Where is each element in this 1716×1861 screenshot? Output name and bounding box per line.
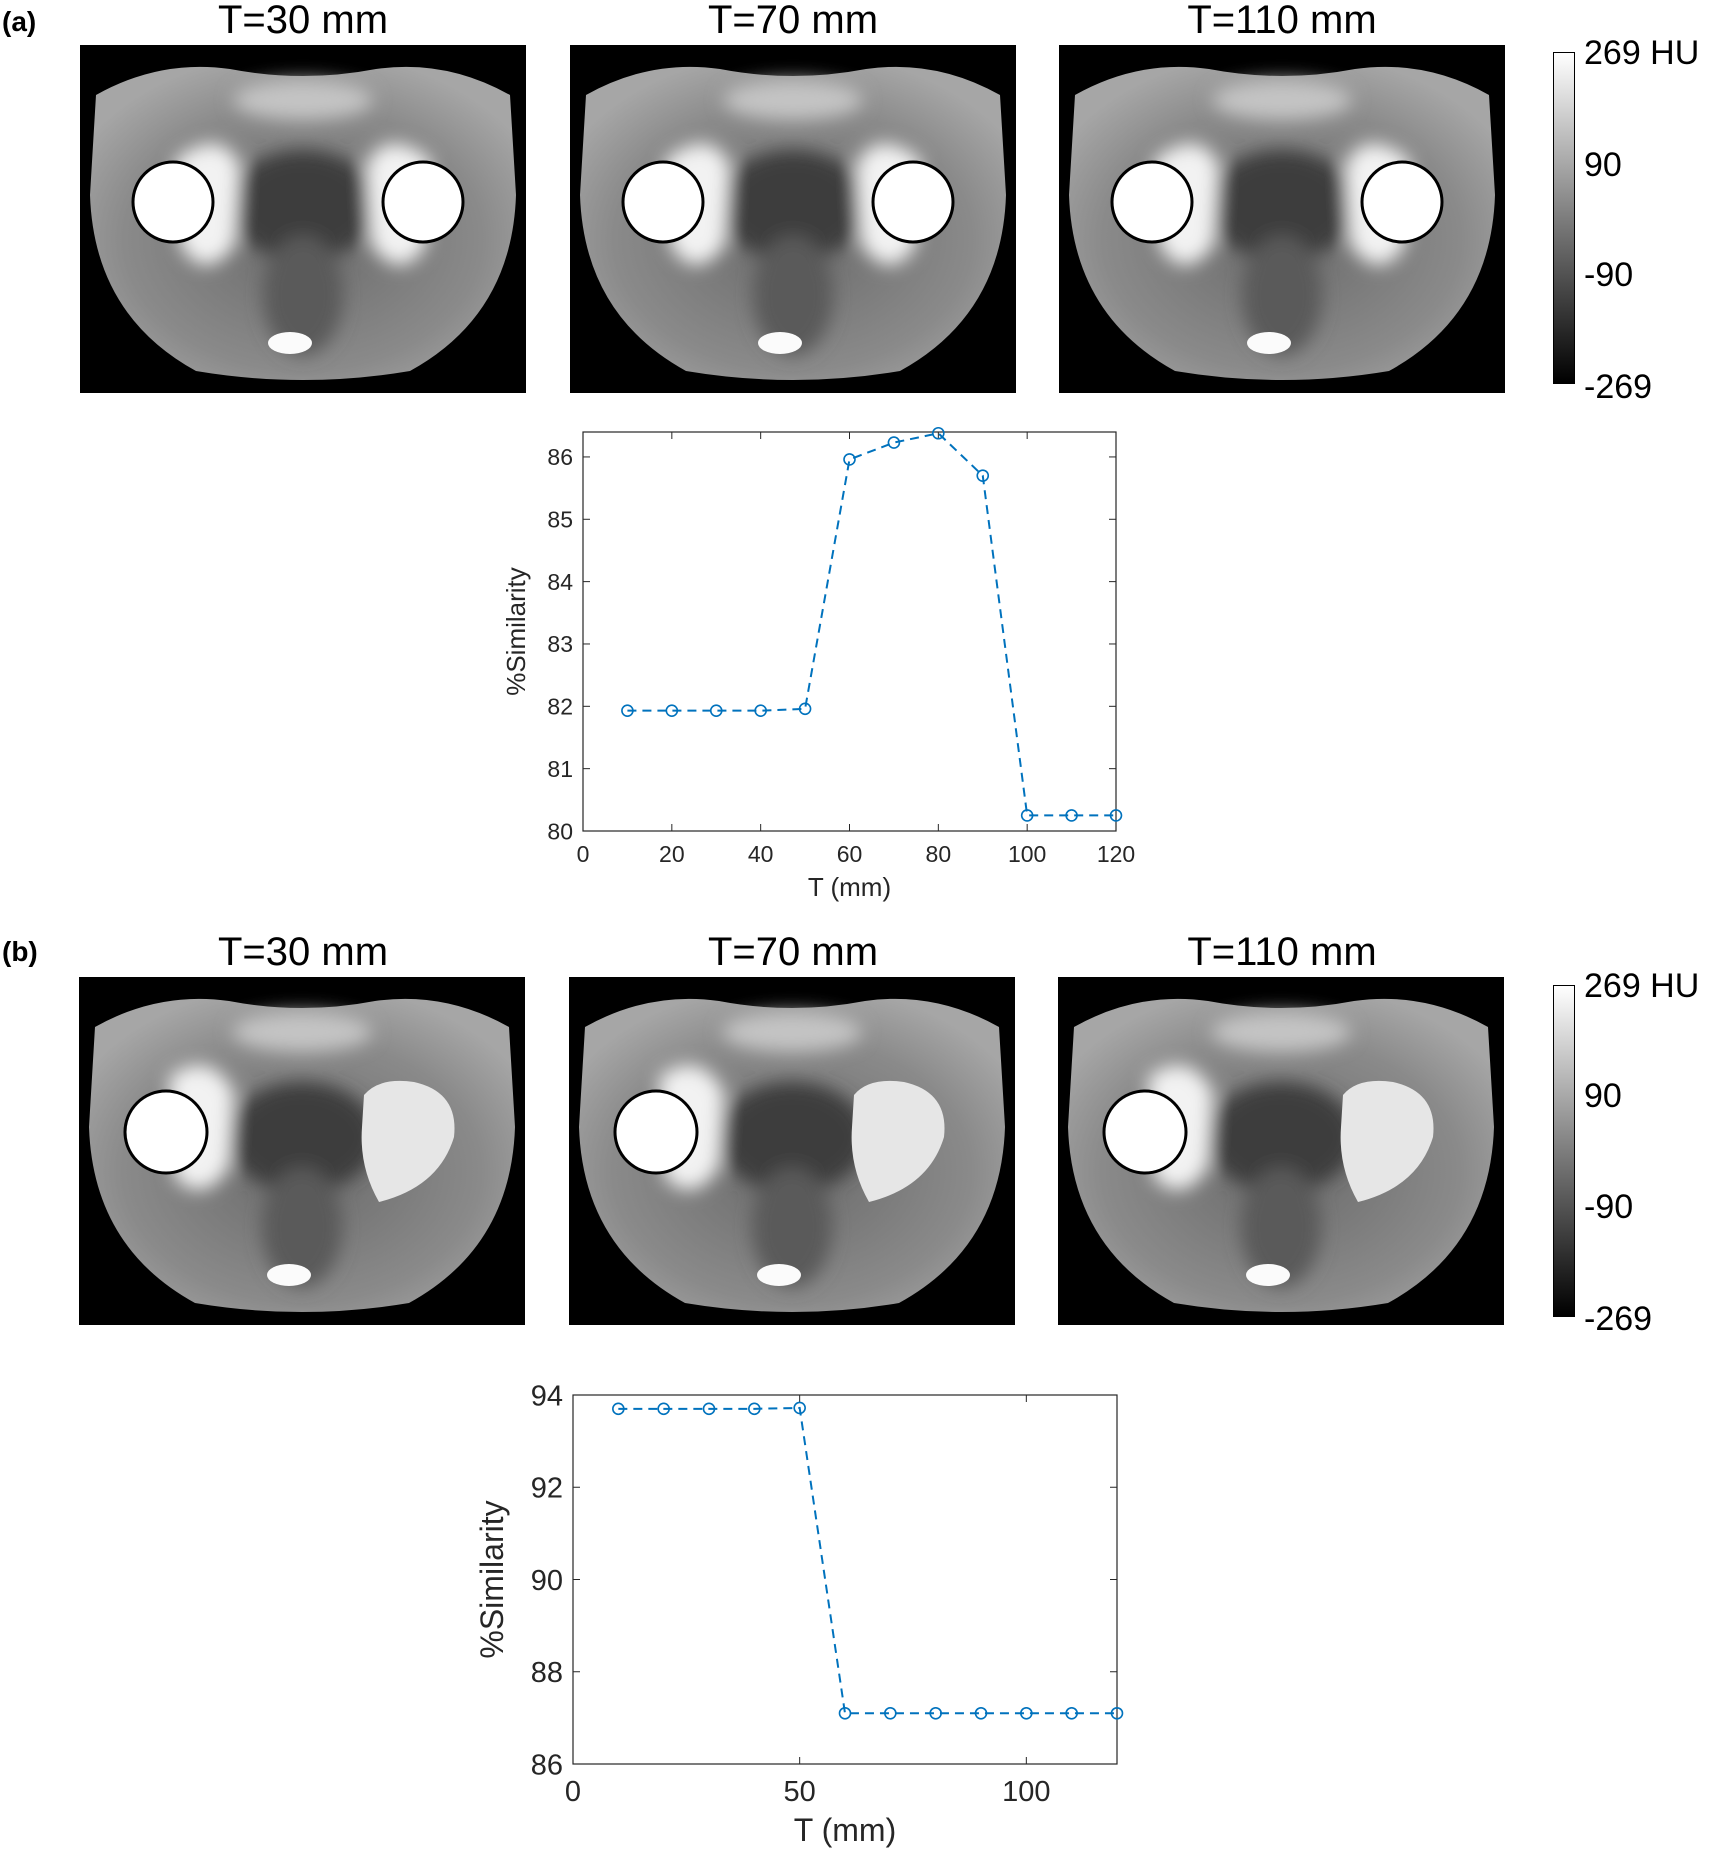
y-tick-label: 90	[531, 1565, 563, 1597]
metal-implant	[871, 160, 955, 244]
panel-b-image-2-title: T=70 mm	[707, 930, 879, 974]
series-line	[627, 432, 1116, 817]
data-point	[1020, 809, 1034, 822]
x-tick-label: 60	[837, 841, 863, 867]
colorbar-tick-label: -90	[1584, 256, 1634, 294]
x-tick-label: 0	[577, 841, 590, 867]
data-point	[932, 426, 945, 440]
coccyx	[268, 332, 312, 354]
x-tick-label: 80	[926, 841, 952, 867]
data-point	[798, 702, 812, 716]
x-axis-label: T (mm)	[808, 872, 891, 902]
data-point	[665, 704, 679, 717]
y-axis-label: %Similarity	[501, 567, 531, 696]
y-tick-label: 85	[547, 507, 573, 533]
colorbar	[1553, 985, 1575, 1317]
y-tick-label: 86	[547, 444, 573, 470]
y-tick-label: 86	[531, 1749, 563, 1781]
metal-implant	[1110, 160, 1194, 244]
panel-a-image-3-title: T=110 mm	[1187, 0, 1377, 42]
x-tick-label: 100	[1008, 841, 1046, 867]
panel-a-image-1-title: T=30 mm	[217, 0, 389, 42]
data-point	[1110, 1706, 1124, 1720]
x-axis-label: T (mm)	[794, 1812, 896, 1848]
ct-image	[1058, 977, 1504, 1325]
coccyx	[1246, 1264, 1290, 1286]
similarity-plot-b: 0 50 100 86 88 90 92 94 T (mm) %Similarity	[474, 1380, 1124, 1848]
data-point	[793, 1401, 806, 1415]
metal-implant	[1360, 160, 1444, 244]
data-point	[748, 1402, 761, 1416]
x-tick-label: 0	[565, 1776, 581, 1808]
data-point	[702, 1402, 716, 1416]
panel-b-image-3-title: T=110 mm	[1187, 930, 1377, 974]
ct-image	[1059, 45, 1505, 393]
similarity-plot-a: 0 20 40 60 80 100 120 80 81 82 83 84 85 86 T (mm) %Simi…	[501, 426, 1135, 902]
y-tick-label: 88	[531, 1657, 563, 1689]
data-point	[976, 469, 990, 482]
metal-implant	[621, 160, 705, 244]
colorbar-tick-label: 90	[1584, 1077, 1622, 1115]
data-point	[657, 1402, 670, 1416]
y-tick-label: 94	[531, 1380, 563, 1412]
colorbar-tick-label: 269 HU	[1584, 967, 1700, 1005]
metal-implant	[381, 160, 465, 244]
coccyx	[758, 332, 802, 354]
colorbar	[1553, 52, 1575, 384]
colorbar-tick-label: -90	[1584, 1188, 1634, 1226]
y-tick-label: 92	[531, 1473, 563, 1505]
data-point	[843, 453, 856, 466]
data-point	[1065, 809, 1078, 822]
panel-b-image-1-title: T=30 mm	[217, 930, 389, 974]
metal-implant	[131, 160, 215, 244]
colorbar-tick-label: 269 HU	[1584, 34, 1700, 72]
y-tick-label: 81	[547, 756, 573, 782]
ct-image	[79, 977, 525, 1325]
data-point	[1109, 809, 1123, 822]
series-line	[618, 1406, 1117, 1715]
data-point	[1065, 1706, 1078, 1720]
data-point	[929, 1706, 942, 1720]
data-point	[612, 1402, 625, 1416]
x-tick-label: 120	[1097, 841, 1135, 867]
data-point	[754, 704, 767, 717]
metal-implant	[613, 1089, 699, 1175]
y-axis-label: %Similarity	[474, 1500, 510, 1658]
data-point	[838, 1706, 852, 1720]
panel-a-image-2-title: T=70 mm	[707, 0, 879, 42]
data-point	[974, 1706, 988, 1720]
y-tick-label: 84	[547, 569, 573, 595]
ct-image	[569, 977, 1015, 1325]
x-tick-label: 20	[659, 841, 685, 867]
plot-frame	[582, 431, 1117, 832]
coccyx	[757, 1264, 801, 1286]
metal-implant	[1102, 1089, 1188, 1175]
data-point	[1020, 1706, 1033, 1720]
colorbar-tick-label: 90	[1584, 146, 1622, 184]
panel-b-label: (b)	[2, 936, 38, 967]
y-tick-label: 80	[547, 818, 573, 844]
femoral-head	[1340, 1080, 1434, 1202]
x-tick-label: 100	[1002, 1776, 1050, 1808]
plot-frame	[572, 1394, 1118, 1765]
y-tick-label: 83	[547, 631, 573, 657]
coccyx	[1247, 332, 1291, 354]
data-point	[709, 704, 723, 717]
data-point	[884, 1706, 897, 1720]
y-tick-label: 82	[547, 694, 573, 720]
colorbar-tick-label: -269	[1584, 368, 1653, 406]
femoral-head	[851, 1080, 945, 1202]
metal-implant	[123, 1089, 209, 1175]
data-point	[887, 436, 901, 449]
coccyx	[267, 1264, 311, 1286]
data-point	[621, 704, 634, 717]
ct-image	[570, 45, 1016, 393]
ct-image	[80, 45, 526, 393]
x-tick-label: 50	[784, 1776, 816, 1808]
panel-a-label: (a)	[2, 6, 37, 37]
colorbar-tick-label: -269	[1584, 1300, 1653, 1338]
x-tick-label: 40	[748, 841, 774, 867]
femoral-head	[361, 1080, 455, 1202]
